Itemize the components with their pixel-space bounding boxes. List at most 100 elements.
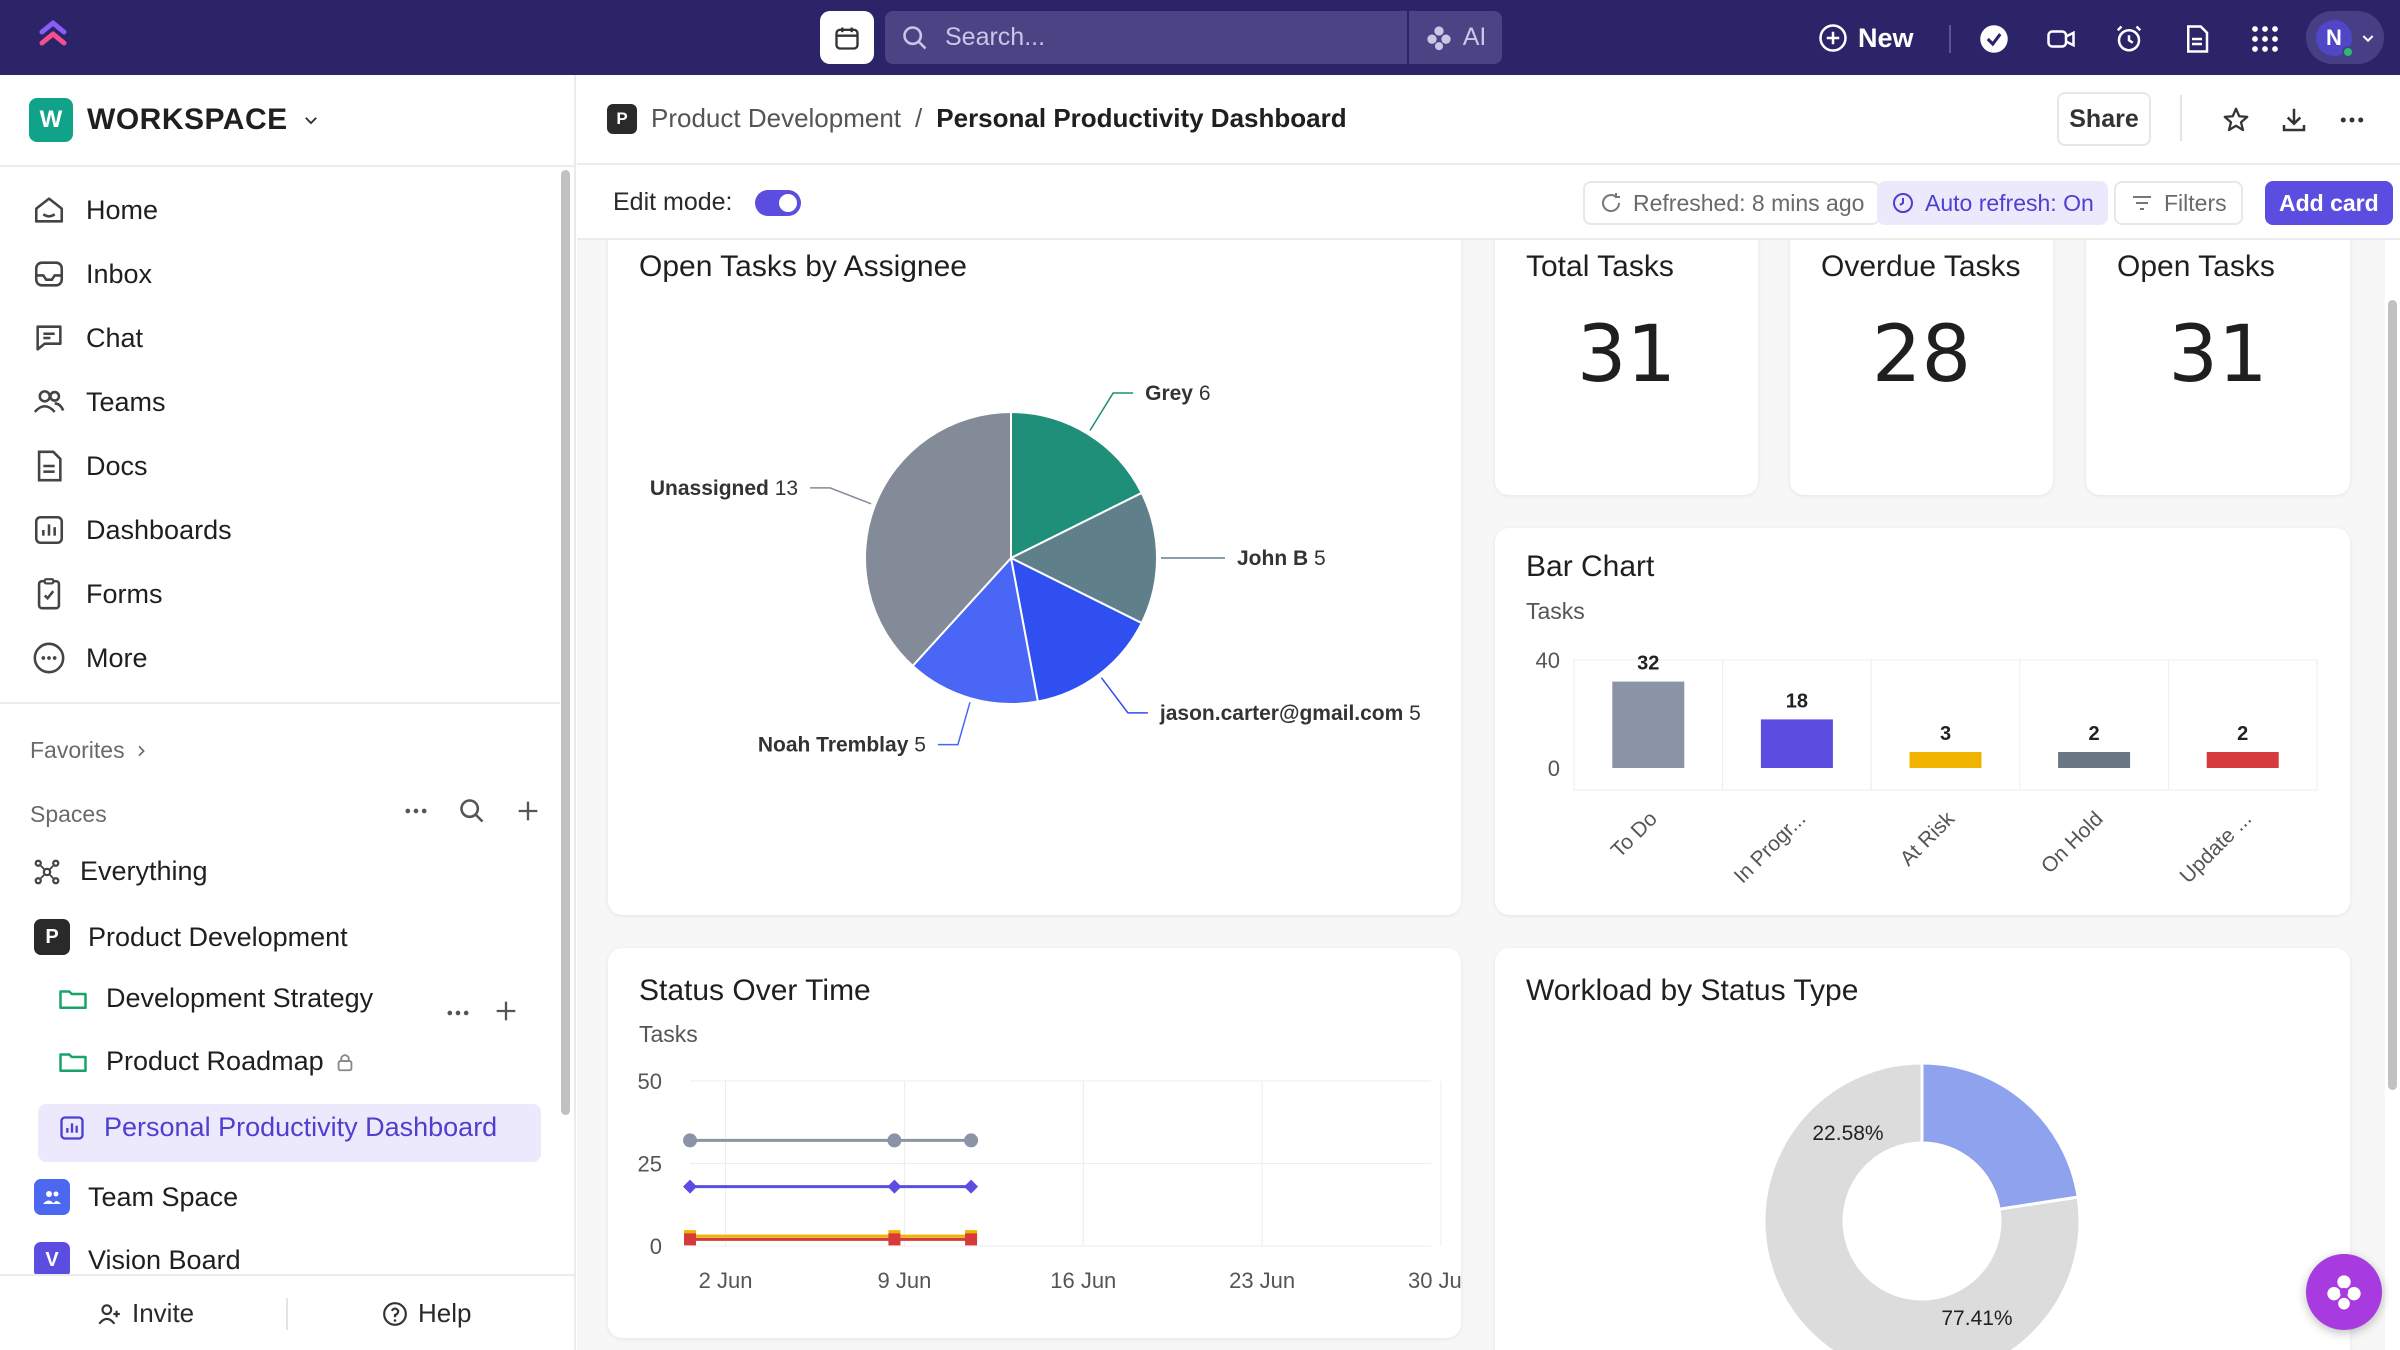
refresh-button[interactable]: Refreshed: 8 mins ago	[1583, 181, 1881, 225]
search-input[interactable]: Search...	[885, 11, 1407, 64]
video-record-icon[interactable]	[2044, 22, 2078, 56]
data-point	[964, 1179, 979, 1194]
plus-icon[interactable]	[492, 997, 520, 1025]
star-icon[interactable]	[2219, 103, 2253, 137]
edit-mode-toggle[interactable]	[754, 189, 801, 216]
ellipsis-icon[interactable]	[2335, 103, 2369, 137]
divider	[0, 702, 560, 704]
alarm-clock-icon[interactable]	[2112, 22, 2146, 56]
metric-value: 31	[2168, 310, 2268, 400]
scrollbar-thumb[interactable]	[561, 170, 570, 1115]
chevron-right-icon	[138, 745, 145, 756]
filters-button[interactable]: Filters	[2114, 181, 2243, 225]
space-vision-board[interactable]: V Vision Board	[34, 1242, 241, 1278]
space-team-space[interactable]: Team Space	[34, 1179, 238, 1215]
open-tasks-card[interactable]: Open Tasks 31	[2086, 240, 2350, 495]
page-header: P Product Development / Personal Product…	[577, 75, 2400, 165]
active-item-highlight	[38, 1104, 541, 1162]
workspace-switcher[interactable]: W WORKSPACE	[29, 98, 320, 142]
folder-icon	[59, 989, 87, 1009]
sidebar-scrollbar[interactable]	[561, 170, 570, 1185]
card-title: Workload by Status Type	[1526, 974, 1859, 1007]
card-title: Total Tasks	[1526, 250, 1674, 283]
notepad-icon[interactable]	[2180, 22, 2214, 56]
everything-item[interactable]: Everything	[32, 856, 208, 887]
data-point	[965, 1233, 978, 1246]
bar-value-label: 18	[1786, 690, 1808, 712]
plot-frame	[1573, 659, 2318, 791]
dashboard-label: Personal Productivity Dashboard	[104, 1112, 498, 1142]
ellipsis-icon[interactable]	[444, 999, 472, 1027]
favorites-section[interactable]: Favorites	[30, 737, 149, 764]
y-tick-label: 0	[1548, 756, 1560, 781]
sidebar-footer: Invite Help	[0, 1274, 574, 1350]
donut-chart: 22.58% 77.41%	[1762, 1061, 2082, 1350]
new-button[interactable]: New	[1818, 16, 1914, 60]
pie-slice	[1010, 410, 1144, 560]
ai-button[interactable]: AI	[1409, 11, 1502, 64]
pie-label: Noah Tremblay 5	[758, 734, 926, 757]
pie-label: Unassigned 13	[650, 477, 798, 500]
nav-forms[interactable]: Forms	[32, 577, 163, 611]
nav-teams[interactable]: Teams	[32, 385, 166, 419]
user-menu[interactable]: N	[2306, 11, 2384, 64]
total-tasks-card[interactable]: Total Tasks 31	[1495, 240, 1758, 495]
nav-more[interactable]: More	[32, 641, 148, 675]
search-icon[interactable]	[458, 797, 486, 825]
nav-label: Dashboards	[86, 514, 232, 545]
nav-inbox[interactable]: Inbox	[32, 257, 152, 291]
calendar-icon	[835, 27, 859, 50]
pie-leader-line	[937, 702, 971, 746]
ai-assistant-button[interactable]	[2306, 1254, 2382, 1330]
x-tick-label: 30 Jun	[1408, 1268, 1461, 1293]
space-badge: P	[607, 103, 637, 134]
forms-icon	[37, 578, 61, 610]
donut-chart-card[interactable]: Workload by Status Type 22.58% 77.41%	[1495, 948, 2350, 1350]
nav-dashboards[interactable]: Dashboards	[32, 513, 232, 547]
nav-docs[interactable]: Docs	[32, 449, 148, 483]
filters-label: Filters	[2164, 189, 2227, 216]
bar	[1612, 681, 1685, 768]
folder-product-roadmap[interactable]: Product Roadmap	[58, 1046, 356, 1077]
dashboard-personal-productivity[interactable]: Personal Productivity Dashboard	[58, 1112, 497, 1143]
chevron-down-icon	[2362, 34, 2374, 42]
nav-home[interactable]: Home	[32, 193, 158, 227]
bar-chart: 0 40 32 To Do 18 In Progr... 3 At Risk 2 On Hold 2…	[1536, 648, 2318, 888]
space-label: Vision Board	[88, 1244, 241, 1275]
app-logo-icon[interactable]	[34, 18, 72, 56]
edit-mode-label: Edit mode:	[613, 188, 733, 216]
scrollbar-thumb[interactable]	[2388, 300, 2397, 1090]
inbox-icon	[34, 261, 64, 287]
help-button[interactable]: Help	[382, 1298, 471, 1329]
line-chart-card[interactable]: Status Over Time Tasks 0 25 50 2 Jun 9 Jun 16…	[608, 948, 1461, 1338]
share-button[interactable]: Share	[2057, 92, 2151, 146]
pie-chart-card[interactable]: Open Tasks by Assignee Grey 6 John B 5 jas…	[608, 240, 1461, 915]
check-circle-icon[interactable]	[1977, 22, 2011, 56]
chat-icon	[36, 325, 62, 351]
new-label: New	[1858, 22, 1914, 53]
pie-leader-line	[1089, 392, 1134, 431]
apps-grid-icon[interactable]	[2248, 22, 2282, 56]
space-product-development[interactable]: P Product Development	[34, 919, 348, 955]
breadcrumb-parent[interactable]: Product Development	[651, 103, 902, 133]
bar	[1909, 752, 1982, 768]
chevron-down-icon	[304, 117, 317, 125]
add-card-button[interactable]: Add card	[2265, 181, 2393, 225]
y-tick-label: 25	[638, 1152, 662, 1177]
plus-icon[interactable]	[514, 797, 542, 825]
folder-development-strategy[interactable]: Development Strategy	[58, 983, 373, 1014]
overdue-tasks-card[interactable]: Overdue Tasks 28	[1790, 240, 2053, 495]
docs-icon	[37, 450, 62, 482]
nav-label: Chat	[86, 322, 144, 353]
ellipsis-icon[interactable]	[402, 797, 430, 825]
invite-button[interactable]: Invite	[96, 1298, 194, 1329]
calendar-button[interactable]	[820, 11, 874, 64]
bar-chart-card[interactable]: Bar Chart Tasks 0 40 32 To Do 18 In Progr... 3…	[1495, 528, 2350, 915]
auto-refresh-button[interactable]: Auto refresh: On	[1877, 181, 2108, 225]
dashboard-canvas: Open Tasks by Assignee Grey 6 John B 5 jas…	[577, 240, 2385, 1350]
nav-chat[interactable]: Chat	[32, 321, 143, 355]
download-icon[interactable]	[2277, 103, 2311, 137]
bar	[1760, 719, 1833, 768]
toggle-knob	[778, 193, 797, 212]
content-scrollbar[interactable]	[2385, 240, 2400, 1350]
